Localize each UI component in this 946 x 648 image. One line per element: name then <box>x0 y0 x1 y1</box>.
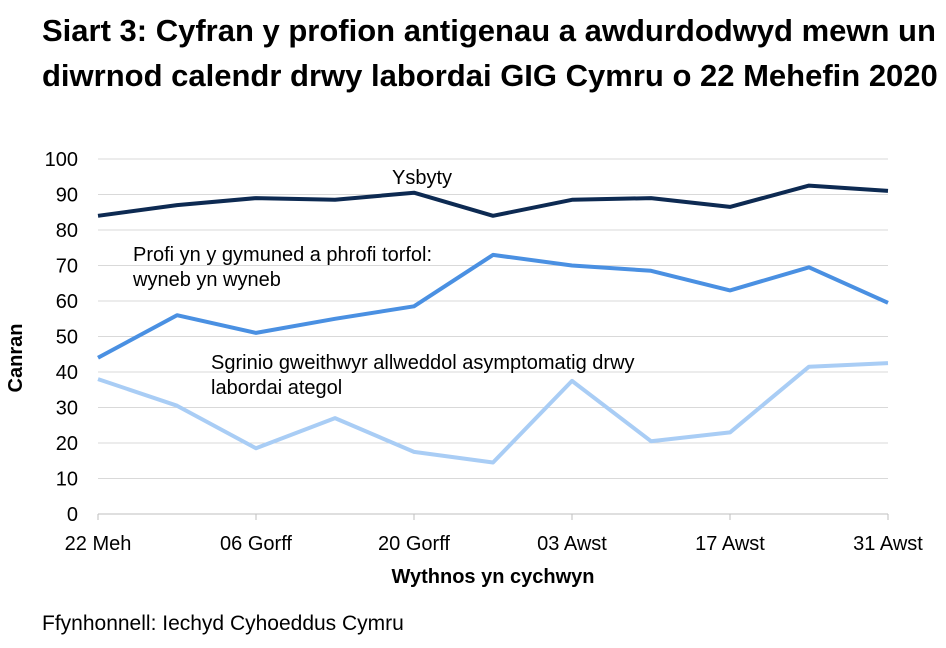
x-axis <box>97 513 889 520</box>
y-tick-label: 50 <box>56 327 78 349</box>
series-line-1 <box>97 183 889 218</box>
y-tick-label: 0 <box>67 504 78 526</box>
x-tick-label: 17 Awst <box>695 533 765 555</box>
y-tick-label: 20 <box>56 433 78 455</box>
x-tick-label: 31 Awst <box>853 533 923 555</box>
series-line-3 <box>97 361 889 465</box>
series-line-2 <box>97 252 889 360</box>
y-tick-label: 30 <box>56 398 78 420</box>
y-tick-label: 70 <box>56 256 78 278</box>
y-axis-tick-labels: 0 10 20 30 40 50 60 70 80 90 100 <box>45 149 78 526</box>
series-labels: Ysbyty Profi yn y gymuned a phrofi torfol… <box>132 167 635 399</box>
chart-title: Siart 3: Cyfran y profion antigenau a aw… <box>42 13 938 93</box>
source-note: Ffynhonnell: Iechyd Cyhoeddus Cymru <box>42 612 404 635</box>
y-tick-label: 100 <box>45 149 78 171</box>
x-axis-label: Wythnos yn cychwyn <box>391 566 594 588</box>
series-label-2: Profi yn y gymuned a phrofi torfol: <box>133 244 432 266</box>
series-label-2: wyneb yn wyneb <box>132 269 281 291</box>
y-tick-label: 40 <box>56 362 78 384</box>
y-tick-label: 60 <box>56 291 78 313</box>
series-label-3: Sgrinio gweithwyr allweddol asymptomatig… <box>211 352 635 374</box>
y-tick-label: 80 <box>56 220 78 242</box>
y-tick-label: 10 <box>56 469 78 491</box>
gridlines <box>98 158 888 479</box>
y-tick-label: 90 <box>56 185 78 207</box>
series-label-3: labordai ategol <box>211 377 342 399</box>
x-axis-tick-labels: 22 Meh 06 Gorff 20 Gorff 03 Awst 17 Awst 31 A… <box>65 533 924 555</box>
y-axis-label: Canran <box>5 324 27 393</box>
series-label-1: Ysbyty <box>392 167 452 189</box>
x-tick-label: 20 Gorff <box>378 533 450 555</box>
series-lines <box>97 183 889 465</box>
x-tick-label: 06 Gorff <box>220 533 292 555</box>
x-tick-label: 03 Awst <box>537 533 607 555</box>
x-tick-label: 22 Meh <box>65 533 132 555</box>
